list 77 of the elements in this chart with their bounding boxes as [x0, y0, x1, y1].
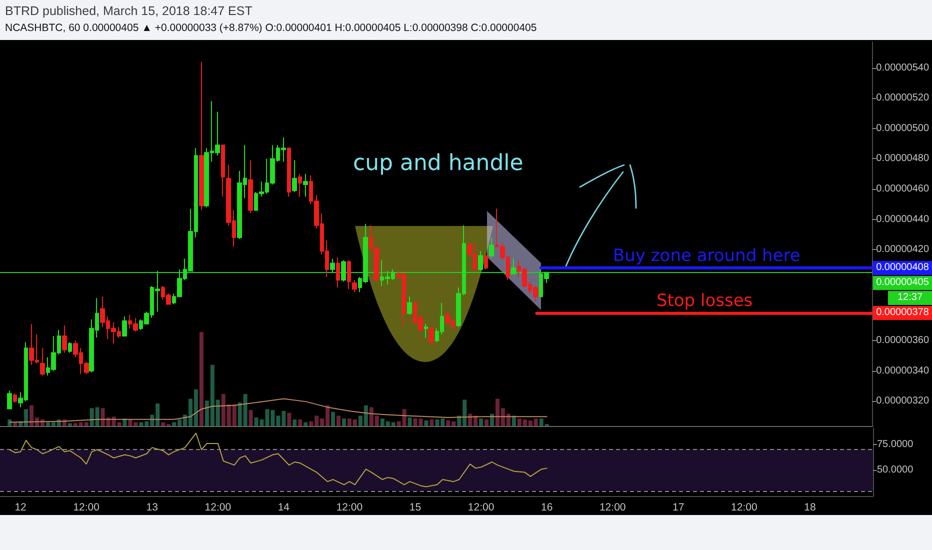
candlestick	[347, 260, 351, 290]
candlestick	[511, 258, 516, 274]
bar	[512, 416, 516, 426]
y-tick-label: 75.0000	[877, 438, 914, 450]
bar	[331, 412, 336, 426]
candlestick	[248, 160, 253, 214]
x-tick-label: 15	[409, 502, 422, 514]
x-tick-label: 12:00	[468, 502, 494, 514]
y-tick-label: 0.00000480	[876, 153, 930, 164]
candlestick	[68, 342, 72, 354]
y-tick-label: 0.00000360	[876, 335, 930, 346]
candlestick	[341, 260, 346, 282]
y-tick-label: 0.00000420	[876, 244, 930, 256]
candlestick	[429, 326, 434, 344]
x-tick-label: 12	[14, 502, 27, 514]
bar	[336, 416, 341, 426]
annotation: cup and handle	[352, 150, 524, 176]
bar	[287, 412, 292, 426]
bar	[490, 414, 494, 426]
x-tick-label: 12:00	[336, 502, 363, 514]
x-tick-label: 13	[146, 502, 158, 514]
bar	[292, 419, 297, 426]
candlestick	[292, 160, 297, 193]
x-tick-label: 16	[540, 502, 553, 514]
candlestick	[7, 390, 12, 410]
bar	[479, 418, 484, 426]
line-series	[9, 432, 548, 488]
x-tick-label: 12:00	[73, 502, 100, 514]
candlestick	[424, 323, 428, 338]
y-tick-label: 0.00000500	[876, 122, 930, 134]
series-label: Buy zone around here	[612, 246, 800, 266]
bar	[430, 419, 434, 426]
data-label: 0.00000378	[873, 306, 932, 320]
y-tick-label: 50.0000	[877, 464, 914, 476]
candlestick	[330, 258, 335, 273]
bar	[68, 423, 72, 426]
candlestick	[303, 173, 308, 198]
candlestick	[484, 255, 488, 270]
candlestick	[489, 237, 494, 258]
candlestick	[40, 348, 45, 376]
x-tick-label: 12:00	[731, 502, 758, 514]
bar	[304, 422, 308, 426]
candlestick	[199, 61, 204, 211]
candlestick	[122, 316, 127, 337]
y-tick-label: 0.00000460	[876, 184, 930, 195]
candlestick	[298, 173, 302, 198]
bar	[424, 420, 428, 426]
chart-title: BTRD published, March 15, 2018 18:47 EST	[5, 3, 254, 20]
bar	[342, 418, 346, 426]
ref-line-label: 0.00000405	[873, 276, 932, 290]
candlestick	[352, 279, 357, 293]
chart-subtitle: NCASHBTC, 60 0.00000405 ▲ +0.00000033 (+8.87%) O:0.00000401 H:0.00000405 L:0.00000398 C:0.00000405	[5, 21, 537, 36]
series-label: Stop losses	[656, 291, 753, 312]
y-tick-label: 0.00000340	[876, 365, 930, 376]
candlestick	[407, 296, 412, 316]
candlestick	[478, 250, 483, 272]
text: 12:37	[888, 290, 932, 305]
x-tick-label: 14	[278, 502, 290, 514]
bar	[484, 419, 489, 426]
y-tick-label: 0.00000520	[876, 92, 930, 104]
y-tick-label: 0.00000320	[876, 396, 930, 407]
bar	[298, 419, 302, 426]
x-tick-label: 12:00	[204, 502, 232, 514]
candlestick	[221, 144, 225, 198]
bar	[408, 418, 412, 426]
bar	[248, 410, 253, 426]
y-tick-label: 0.00000540	[876, 62, 930, 74]
bar	[199, 332, 204, 426]
data-label: 0.00000408	[873, 260, 932, 275]
x-tick-label: 18	[804, 502, 816, 514]
candlestick	[287, 148, 291, 198]
x-tick-label: 12:00	[599, 502, 626, 514]
candlestick	[62, 324, 67, 354]
candlestick	[336, 256, 340, 288]
x-tick-label: 17	[672, 502, 684, 514]
candlestick	[13, 393, 17, 404]
y-tick-label: 0.00000440	[876, 214, 930, 225]
